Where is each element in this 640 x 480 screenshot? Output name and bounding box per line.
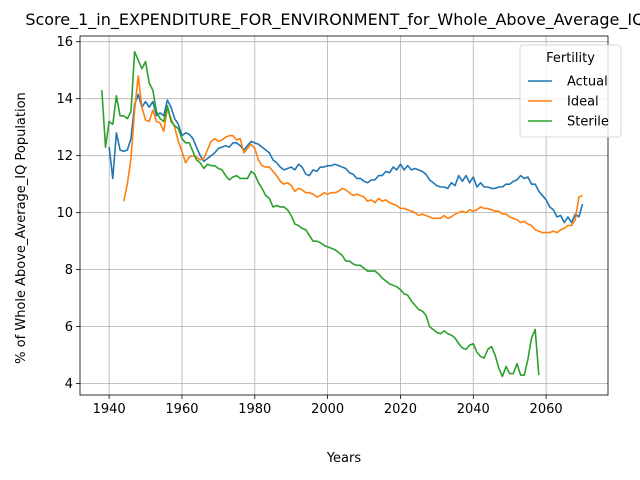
x-tick-label: 1940 [93,402,126,417]
legend-box [519,44,622,138]
legend-entries: Actual Ideal Sterile [528,75,609,130]
y-axis-ticks: 4 6 8 10 12 14 16 [56,35,80,392]
y-tick-label: 12 [56,149,73,164]
series-line-ideal [122,75,583,234]
legend-title: Fertility [546,51,595,66]
legend-label-actual: Actual [567,75,608,90]
x-tick-label: 2040 [457,402,490,417]
series-layer [101,50,584,378]
x-axis-ticks: 1940 1960 1980 2000 2020 2040 2060 [93,395,563,417]
series-line-actual [108,93,584,224]
y-axis-label: % of Whole Above_Average_IQ Population [14,92,29,364]
plot-frame [79,35,609,396]
y-tick-label: 14 [56,92,73,107]
legend-label-ideal: Ideal [567,95,599,110]
chart-title: Score_1_in_EXPENDITURE_FOR_ENVIRONMENT_f… [25,10,640,30]
legend: Fertility Actual Ideal Sterile [519,44,622,138]
x-tick-label: 1960 [165,402,198,417]
y-tick-label: 10 [56,206,73,221]
y-tick-label: 4 [65,377,73,392]
x-tick-label: 2060 [530,402,563,417]
y-tick-label: 6 [65,320,73,335]
x-tick-label: 2020 [384,402,417,417]
y-tick-label: 16 [56,35,73,50]
series-line-sterile [101,50,540,378]
legend-label-sterile: Sterile [567,115,609,130]
x-axis-label: Years [326,451,362,466]
y-tick-label: 8 [65,263,73,278]
x-tick-label: 2000 [311,402,344,417]
x-tick-label: 1980 [238,402,271,417]
